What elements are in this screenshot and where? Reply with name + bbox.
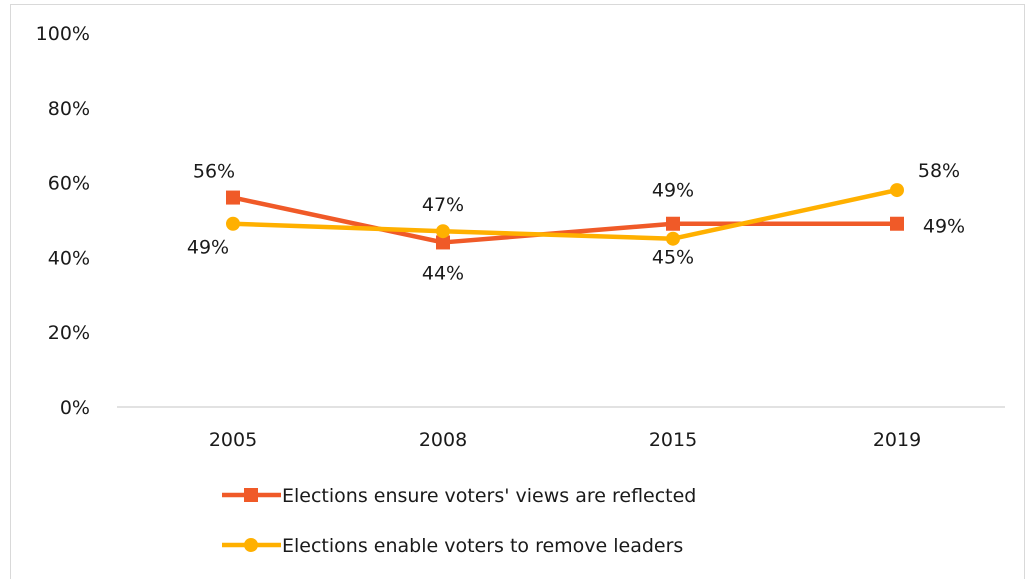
x-tick-label: 2008 (419, 429, 467, 451)
data-point-marker (436, 224, 450, 239)
data-label: 45% (652, 247, 694, 269)
series-line (232, 187, 898, 241)
legend-label: Elections ensure voters' views are refle… (282, 485, 696, 507)
legend: Elections ensure voters' views are refle… (222, 485, 696, 557)
data-labels: 56% 44% 49% 49% 49% 47% 45% 58% (187, 160, 965, 284)
data-label: 56% (193, 161, 235, 183)
legend-marker (244, 538, 258, 552)
data-point-marker (226, 216, 240, 231)
y-tick-label: 0% (60, 397, 90, 419)
data-point-marker (666, 216, 680, 231)
legend-label: Elections enable voters to remove leader… (282, 535, 683, 557)
series-layer (226, 183, 904, 250)
y-axis: 0% 20% 40% 60% 80% 100% (36, 23, 90, 419)
data-label: 49% (187, 237, 229, 259)
data-label: 49% (652, 180, 694, 202)
y-tick-label: 80% (48, 98, 90, 120)
data-point-marker (666, 231, 680, 246)
data-point-marker (890, 216, 904, 231)
x-tick-label: 2015 (649, 429, 697, 451)
data-label: 47% (422, 194, 464, 216)
legend-item: Elections enable voters to remove leader… (222, 535, 683, 557)
data-label: 44% (422, 262, 464, 284)
y-tick-label: 40% (48, 247, 90, 269)
legend-marker (244, 488, 258, 502)
data-point-marker (890, 183, 904, 198)
x-axis: 2005 2008 2015 2019 (209, 429, 921, 451)
data-label: 49% (923, 216, 965, 238)
data-point-marker (436, 235, 450, 250)
data-label: 58% (918, 160, 960, 182)
chart-area (10, 4, 1025, 579)
x-tick-label: 2019 (873, 429, 921, 451)
x-tick-label: 2005 (209, 429, 257, 451)
y-tick-label: 20% (48, 322, 90, 344)
y-tick-label: 100% (36, 23, 90, 45)
legend-item: Elections ensure voters' views are refle… (222, 485, 696, 507)
y-tick-label: 60% (48, 173, 90, 195)
data-point-marker (226, 190, 240, 205)
